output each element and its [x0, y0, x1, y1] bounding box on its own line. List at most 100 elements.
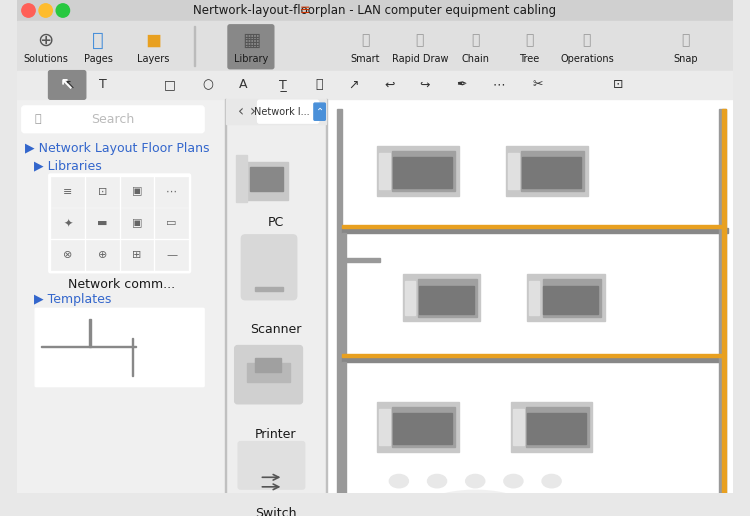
Circle shape — [56, 4, 70, 17]
Bar — [526, 407, 589, 447]
Bar — [394, 157, 452, 188]
Bar — [341, 225, 724, 228]
Text: ✒: ✒ — [457, 78, 467, 91]
Bar — [155, 240, 188, 270]
Text: ‹: ‹ — [238, 104, 244, 119]
Ellipse shape — [504, 474, 523, 488]
Bar — [341, 362, 346, 493]
Text: ⊡: ⊡ — [98, 187, 107, 197]
Bar — [250, 167, 284, 191]
Bar — [226, 99, 326, 124]
Bar — [241, 162, 288, 200]
Text: ○: ○ — [202, 78, 214, 91]
Text: ⬛: ⬛ — [362, 33, 370, 47]
Text: ▶ Network Layout Floor Plans: ▶ Network Layout Floor Plans — [25, 142, 209, 155]
Text: Nertwork-layout-floorplan - LAN computer equipment cabling: Nertwork-layout-floorplan - LAN computer… — [194, 4, 556, 17]
Text: Library: Library — [234, 54, 268, 64]
Text: A: A — [239, 78, 248, 91]
FancyBboxPatch shape — [235, 346, 302, 404]
Bar — [341, 257, 380, 262]
Bar — [326, 99, 327, 493]
Text: ✂: ✂ — [532, 78, 542, 91]
Text: □: □ — [164, 78, 176, 91]
Text: ⬛: ⬛ — [416, 33, 424, 47]
Bar — [236, 155, 247, 202]
Text: ›: › — [250, 104, 256, 119]
Bar — [121, 240, 153, 270]
Bar — [521, 151, 584, 191]
Text: ≡: ≡ — [300, 4, 310, 17]
Text: Layers: Layers — [137, 54, 170, 64]
Bar — [88, 319, 91, 347]
Bar — [341, 228, 728, 233]
Bar — [419, 279, 477, 317]
Bar — [17, 0, 733, 21]
Bar — [722, 109, 726, 493]
Text: 🔍: 🔍 — [34, 115, 41, 124]
Bar — [155, 208, 188, 238]
Bar — [86, 208, 118, 238]
Text: Search: Search — [91, 113, 134, 126]
Text: Chain: Chain — [461, 54, 489, 64]
FancyBboxPatch shape — [35, 309, 204, 386]
Bar — [527, 274, 605, 321]
FancyBboxPatch shape — [50, 175, 190, 272]
Bar — [513, 409, 523, 445]
Text: T: T — [99, 78, 106, 91]
Text: ▣: ▣ — [132, 218, 142, 229]
Ellipse shape — [401, 491, 549, 516]
Bar — [121, 176, 153, 206]
Text: Tree: Tree — [520, 54, 540, 64]
Bar — [131, 338, 134, 376]
Text: Solutions: Solutions — [23, 54, 68, 64]
Bar — [392, 151, 455, 191]
FancyBboxPatch shape — [242, 235, 297, 300]
FancyBboxPatch shape — [228, 25, 274, 69]
Text: ⋯: ⋯ — [166, 187, 177, 197]
Bar — [718, 109, 726, 493]
Text: ↖: ↖ — [60, 76, 74, 94]
Text: ≡: ≡ — [63, 187, 73, 197]
Text: ⬜: ⬜ — [92, 30, 104, 50]
Text: ⌃: ⌃ — [316, 107, 324, 117]
Bar — [522, 157, 581, 188]
Ellipse shape — [427, 474, 446, 488]
Bar — [341, 357, 724, 362]
Text: Rapid Draw: Rapid Draw — [392, 54, 448, 64]
Bar — [341, 354, 724, 357]
Bar — [52, 176, 84, 206]
Text: ↪: ↪ — [419, 78, 430, 91]
Text: ↩: ↩ — [384, 78, 394, 91]
Text: ↖: ↖ — [64, 78, 75, 91]
Text: Operations: Operations — [560, 54, 614, 64]
Text: ✦: ✦ — [63, 218, 73, 229]
Text: ▶ Templates: ▶ Templates — [34, 293, 112, 306]
Bar — [392, 407, 455, 447]
Bar — [255, 287, 284, 291]
FancyBboxPatch shape — [314, 103, 326, 120]
Text: Network l...: Network l... — [254, 107, 309, 117]
Bar — [394, 413, 452, 444]
Text: Network comm...: Network comm... — [68, 278, 175, 291]
FancyBboxPatch shape — [257, 100, 319, 123]
Bar — [511, 402, 592, 452]
Text: ▦: ▦ — [242, 30, 260, 50]
Text: ⊕: ⊕ — [38, 30, 54, 50]
Bar — [404, 274, 481, 321]
Bar — [508, 153, 519, 189]
Bar — [506, 146, 588, 196]
Text: ⊗: ⊗ — [63, 250, 73, 260]
Text: T̲: T̲ — [278, 78, 286, 91]
Text: Smart: Smart — [351, 54, 380, 64]
Text: ▬: ▬ — [97, 218, 107, 229]
Text: ◼: ◼ — [146, 30, 162, 50]
Bar — [17, 71, 733, 99]
Bar — [86, 176, 118, 206]
Ellipse shape — [542, 474, 561, 488]
Text: ⊕: ⊕ — [98, 250, 107, 260]
Text: ⋯: ⋯ — [493, 78, 506, 91]
Text: Printer: Printer — [255, 428, 296, 441]
Bar — [41, 319, 199, 376]
Bar — [41, 346, 136, 347]
FancyBboxPatch shape — [22, 106, 204, 133]
